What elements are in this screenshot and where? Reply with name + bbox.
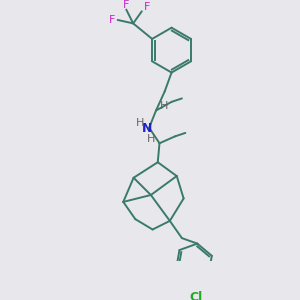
Text: H: H (160, 101, 168, 111)
Text: F: F (144, 2, 150, 12)
Text: F: F (109, 15, 116, 25)
Text: N: N (142, 122, 153, 135)
Text: H: H (147, 134, 155, 144)
Text: H: H (136, 118, 145, 128)
Text: F: F (123, 0, 130, 10)
Text: Cl: Cl (189, 291, 203, 300)
